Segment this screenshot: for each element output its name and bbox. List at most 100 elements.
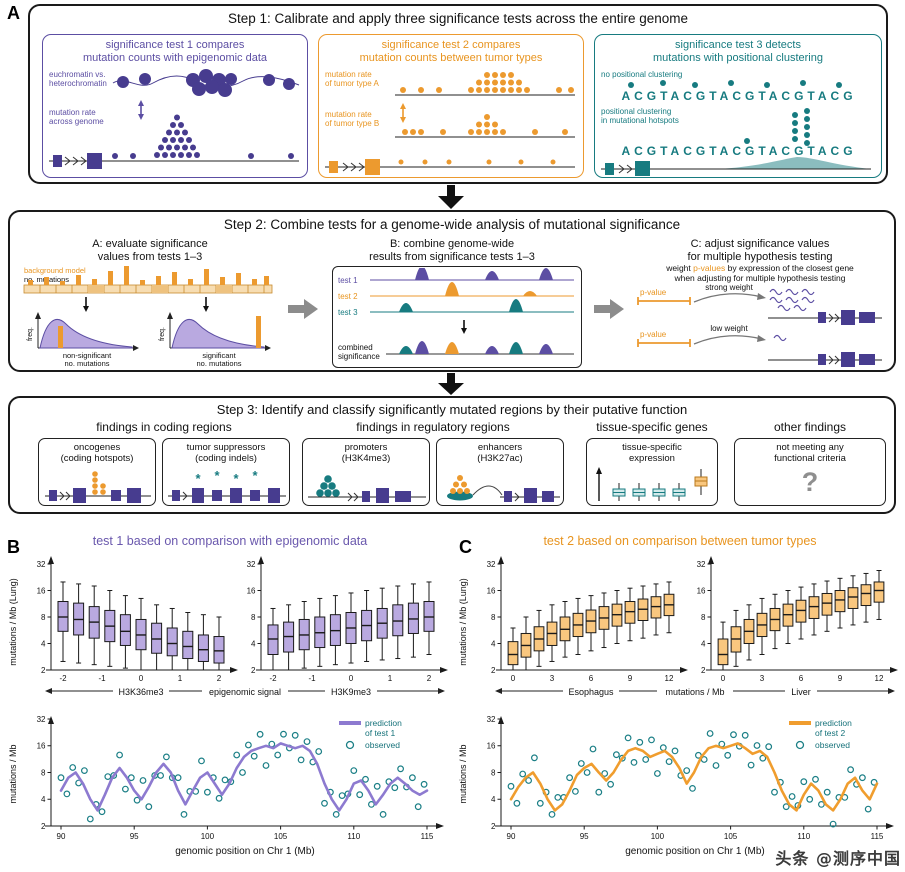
pvalue-interval-icon (637, 297, 691, 305)
test3-diagram: no positional clustering ACGTACGTACGTACG… (601, 70, 871, 176)
scattered-mutation-dots (628, 80, 842, 88)
svg-text:3: 3 (550, 674, 555, 683)
test1-heading-line1: significance test 1 compares (105, 39, 245, 51)
mutation-rate-label-2: across genome (49, 117, 104, 126)
oncogenes-label: oncogenes (coding hotspots) (39, 442, 155, 464)
weighting-description: weight p-values by expression of the clo… (626, 263, 894, 283)
indel-asterisk: * (214, 469, 220, 483)
svg-text:105: 105 (724, 832, 738, 841)
desc-post: by expression of the closest gene (725, 263, 854, 273)
svg-text:8: 8 (491, 768, 496, 777)
tumor-a-label-2: of tumor type A (325, 79, 379, 88)
tissue-label-2: expression (629, 453, 675, 464)
line-chart-test1: 2 4 8 16 32 90 95 100 105 110 115 (37, 715, 444, 841)
test1-track (370, 268, 574, 281)
svg-text:12: 12 (875, 674, 884, 683)
low-weight-row: p-value low weight (637, 324, 882, 367)
clustering-label-1: positional clustering (601, 107, 671, 116)
svg-text:8: 8 (701, 613, 706, 622)
panel-c-xlabel-mid: mutations / Mb (665, 687, 724, 697)
svg-text:0: 0 (349, 674, 354, 683)
svg-text:32: 32 (37, 715, 46, 724)
test3-heading-line2: mutations with positional clustering (653, 52, 823, 64)
svg-text:2: 2 (701, 666, 706, 675)
step3-title: Step 3: Identify and classify significan… (216, 402, 688, 417)
down-arrow-icon (438, 373, 464, 395)
legend-observed-icon (795, 740, 805, 750)
svg-text:8: 8 (251, 613, 256, 622)
pvalue-label: p-value (640, 288, 667, 297)
group-other-header: other findings (773, 420, 847, 434)
desc-pre: weight (666, 263, 694, 273)
oncogenes-box: oncogenes (coding hotspots) (38, 438, 156, 506)
legend-prediction-1: prediction (815, 718, 852, 728)
suppressors-label-1: tumor suppressors (186, 442, 266, 453)
test1-heading-line2: mutation counts with epigenomic data (82, 52, 268, 64)
svg-text:4: 4 (701, 639, 706, 648)
svg-text:9: 9 (628, 674, 633, 683)
line-chart-test2: 2 4 8 16 32 90 95 100 105 110 115 (487, 715, 894, 841)
legend-prediction-1: prediction (365, 718, 402, 728)
step2b-diagram: test 1 test 2 test 3 combin (338, 268, 574, 361)
svg-text:-1: -1 (308, 674, 316, 683)
promoters-box: promoters (H3K4me3) (302, 438, 430, 506)
tissue-box: tissue-specific expression (586, 438, 718, 506)
tumor-b-label-1: mutation rate (325, 110, 372, 119)
test1-track-label: test 1 (338, 276, 358, 285)
svg-text:16: 16 (487, 742, 496, 751)
svg-text:16: 16 (37, 586, 46, 595)
boxplot-liver: 2 4 8 16 32 0 3 6 9 12 (697, 556, 898, 683)
down-arrow-icon (438, 185, 464, 209)
suppressors-label-2: (coding indels) (195, 453, 257, 464)
expression-squiggles (769, 288, 815, 312)
genome-track (23, 284, 273, 294)
promoters-label: promoters (H3K4me3) (303, 442, 429, 464)
test1-heading: significance test 1 compares mutation co… (43, 39, 307, 65)
svg-text:105: 105 (274, 832, 288, 841)
svg-text:2: 2 (217, 674, 222, 683)
panel-c-xlabel-right: Liver (791, 687, 811, 697)
oncogenes-label-2: (coding hotspots) (60, 453, 134, 464)
watermark: 头条 @测序中国 (775, 849, 901, 868)
clustering-label-2: in mutational hotspots (601, 116, 679, 125)
step2b-title-line2: results from significance tests 1–3 (369, 251, 535, 263)
boxplot-h3k9me3: 2 4 8 16 32 -2 -1 0 1 2 (247, 556, 448, 683)
other-findings-label: not meeting any functional criteria (735, 442, 885, 464)
svg-text:2: 2 (491, 666, 496, 675)
nonsignificant-density-plot: freq. (27, 312, 139, 351)
panel-b-line-ylabel: mutations / Mb (8, 744, 18, 803)
test2-box: significance test 2 compares mutation co… (318, 34, 584, 178)
question-mark: ? (801, 467, 819, 497)
step2-box: Step 2: Combine tests for a genome-wide … (8, 210, 896, 372)
test2-heading-line1: significance test 2 compares (381, 39, 521, 51)
svg-text:2: 2 (41, 666, 46, 675)
step3-box: Step 3: Identify and classify significan… (8, 396, 896, 514)
svg-text:32: 32 (37, 560, 46, 569)
svg-text:16: 16 (487, 586, 496, 595)
combined-label-2: significance (338, 352, 380, 361)
tumor-a-label-1: mutation rate (325, 70, 372, 79)
test3-box: significance test 3 detects mutations wi… (594, 34, 882, 178)
svg-text:90: 90 (57, 832, 66, 841)
freq-label: freq. (159, 327, 166, 341)
svg-text:110: 110 (797, 832, 810, 841)
svg-text:-2: -2 (269, 674, 277, 683)
enhancers-label-2: (H3K27ac) (477, 453, 523, 464)
combined-track (386, 341, 574, 355)
svg-text:4: 4 (491, 639, 496, 648)
step2a-diagram: background model no. mutations freq. (23, 266, 273, 368)
mutations-axis-row: Esophagus mutations / Mb Liver (495, 685, 895, 697)
panel-b: test 1 based on comparison with epigenom… (5, 534, 455, 872)
pvalue-label: p-value (640, 330, 667, 339)
strong-weight-label: strong weight (705, 284, 753, 292)
svg-text:32: 32 (487, 715, 496, 724)
gene-icon (768, 310, 882, 325)
significant-density-plot: freq. (159, 312, 271, 351)
legend-observed-icon (345, 740, 355, 750)
step2b-panel: test 1 test 2 test 3 combin (332, 266, 582, 368)
svg-text:6: 6 (799, 674, 804, 683)
test1-box: significance test 1 compares mutation co… (42, 34, 308, 178)
dna-sequence-1: ACGTACGTACGTACGTACG (621, 89, 856, 103)
svg-text:0: 0 (721, 674, 726, 683)
svg-text:95: 95 (130, 832, 139, 841)
